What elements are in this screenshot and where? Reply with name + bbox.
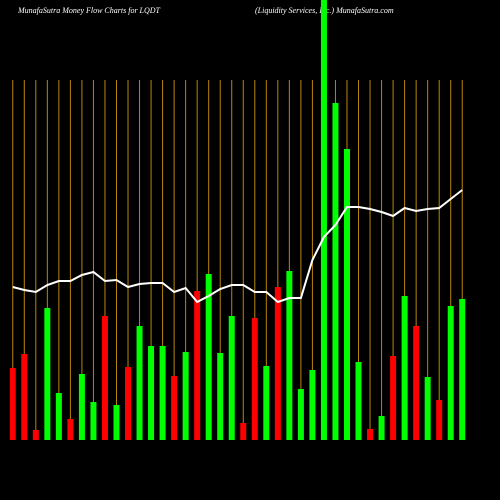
bar [251,318,258,440]
bar [274,287,281,440]
bar [263,366,270,440]
bar [401,296,408,440]
chart-title: MunafaSutra Money Flow Charts for LQDT [17,6,161,15]
bar [101,316,108,440]
bar [194,291,201,440]
line [12,189,463,304]
bar [424,377,431,440]
bar [9,368,16,440]
bar [332,103,339,440]
bar [136,326,143,440]
bar [459,299,466,440]
bar [436,400,443,440]
bar [355,362,362,440]
bar [67,419,74,440]
bar [148,346,155,440]
bar [217,353,224,440]
bar [90,402,97,440]
bar [297,389,304,440]
bar [113,405,120,440]
bar [286,271,293,440]
bar [240,423,247,440]
bar [55,393,62,440]
bar [390,356,397,440]
bar [182,352,189,440]
bar [78,374,85,440]
bar [447,306,454,440]
bar [228,316,235,440]
bar [125,367,132,440]
bar [44,308,51,440]
bar [320,0,327,440]
bar [32,430,39,440]
bar [205,274,212,440]
bar [343,149,350,440]
bar [21,354,28,440]
bar [367,429,374,440]
bar [171,376,178,440]
bar [159,346,166,440]
bar [309,370,316,440]
bar [378,416,385,440]
bar [413,326,420,440]
